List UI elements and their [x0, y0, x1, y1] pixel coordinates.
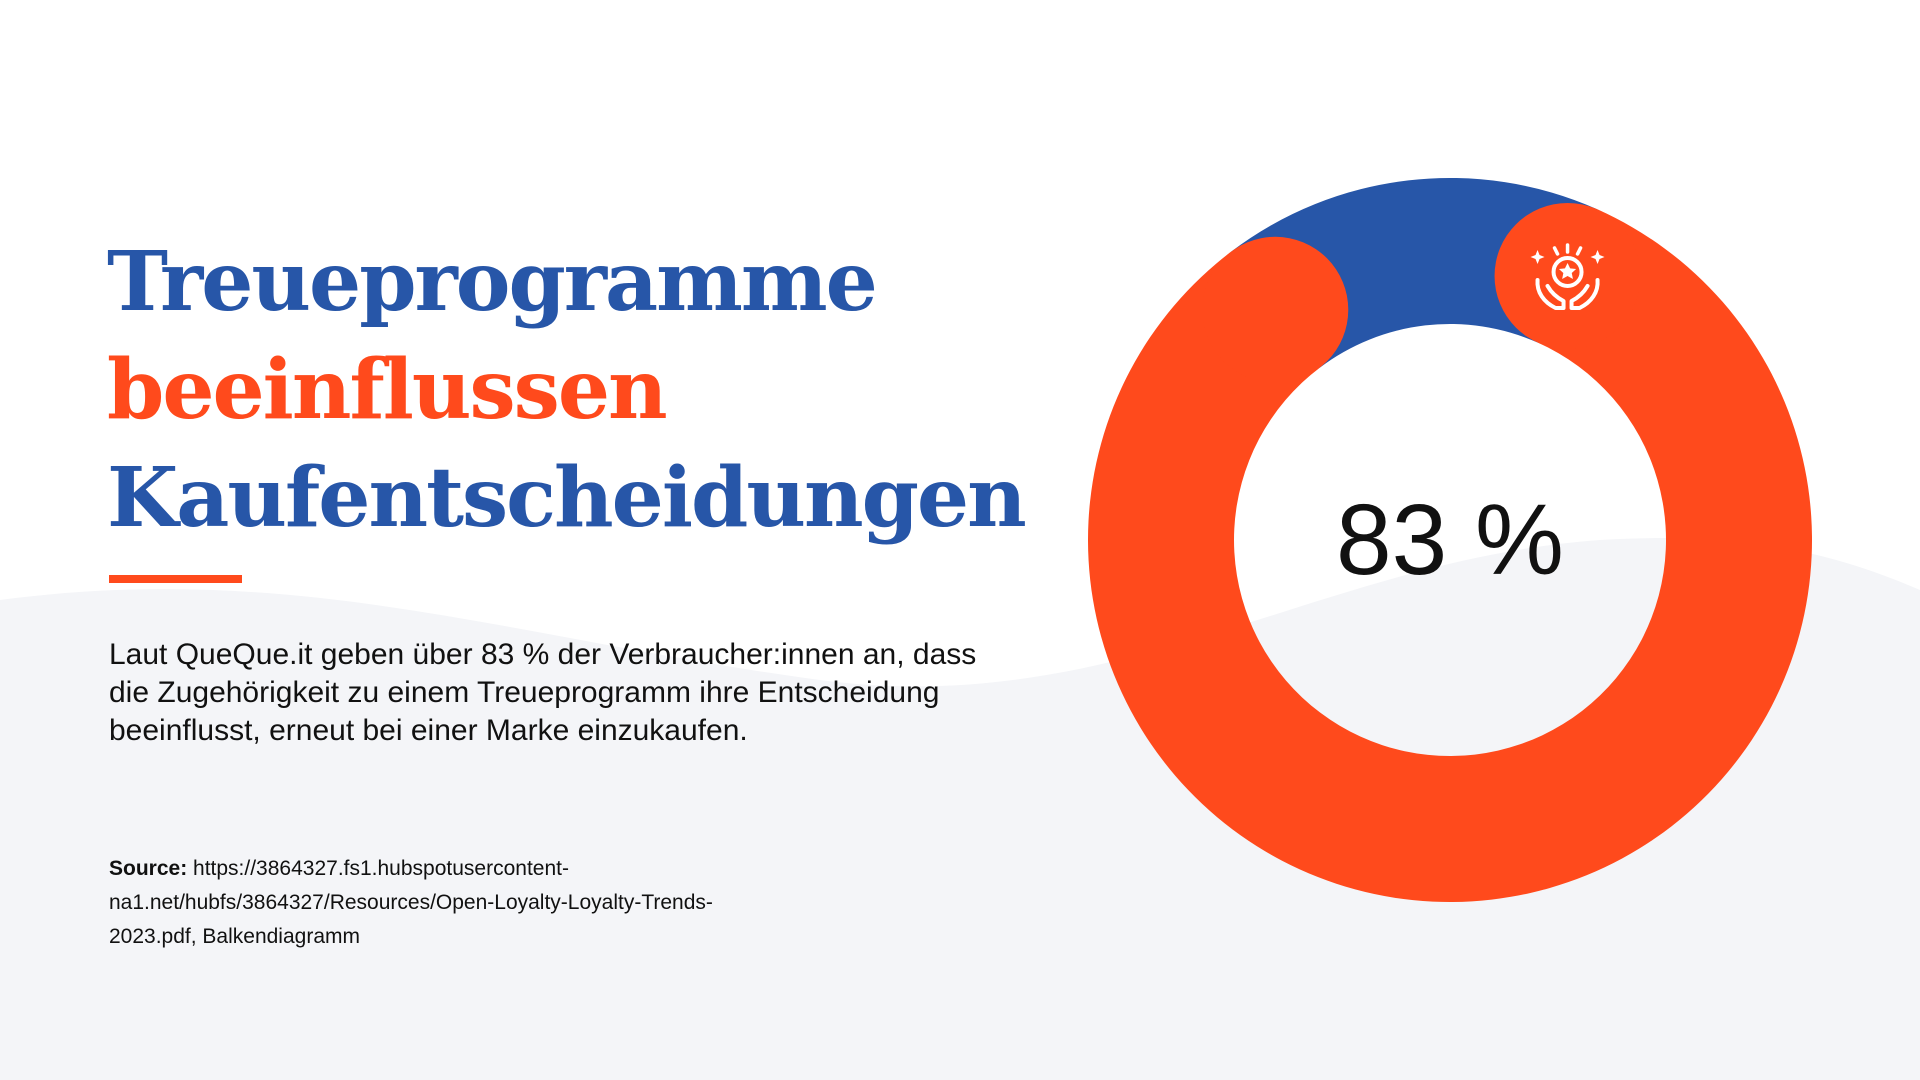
center-value-label: 83 % — [1336, 484, 1564, 596]
source-label: Source: — [109, 857, 188, 880]
title-line-2: beeinflussen — [107, 342, 668, 438]
donut-slices — [1088, 178, 1812, 903]
donut-cap-end — [1202, 236, 1349, 383]
donut-chart: 83 % — [1088, 178, 1812, 903]
hands-holding-star-icon — [1530, 243, 1605, 310]
source-text: https://3864327.fs1.hubspotusercontent-n… — [109, 857, 713, 948]
title-line-1: Treueprogramme — [107, 234, 878, 330]
source-citation: Source: https://3864327.fs1.hubspotuserc… — [109, 852, 749, 954]
segment-end-marker — [1530, 243, 1605, 310]
title-line-3: Kaufentscheidungen — [107, 450, 1027, 546]
body-paragraph: Laut QueQue.it geben über 83 % der Verbr… — [109, 638, 977, 747]
page-title: Treueprogramme beeinflussen Kaufentschei… — [107, 228, 1027, 552]
accent-divider — [109, 575, 242, 583]
